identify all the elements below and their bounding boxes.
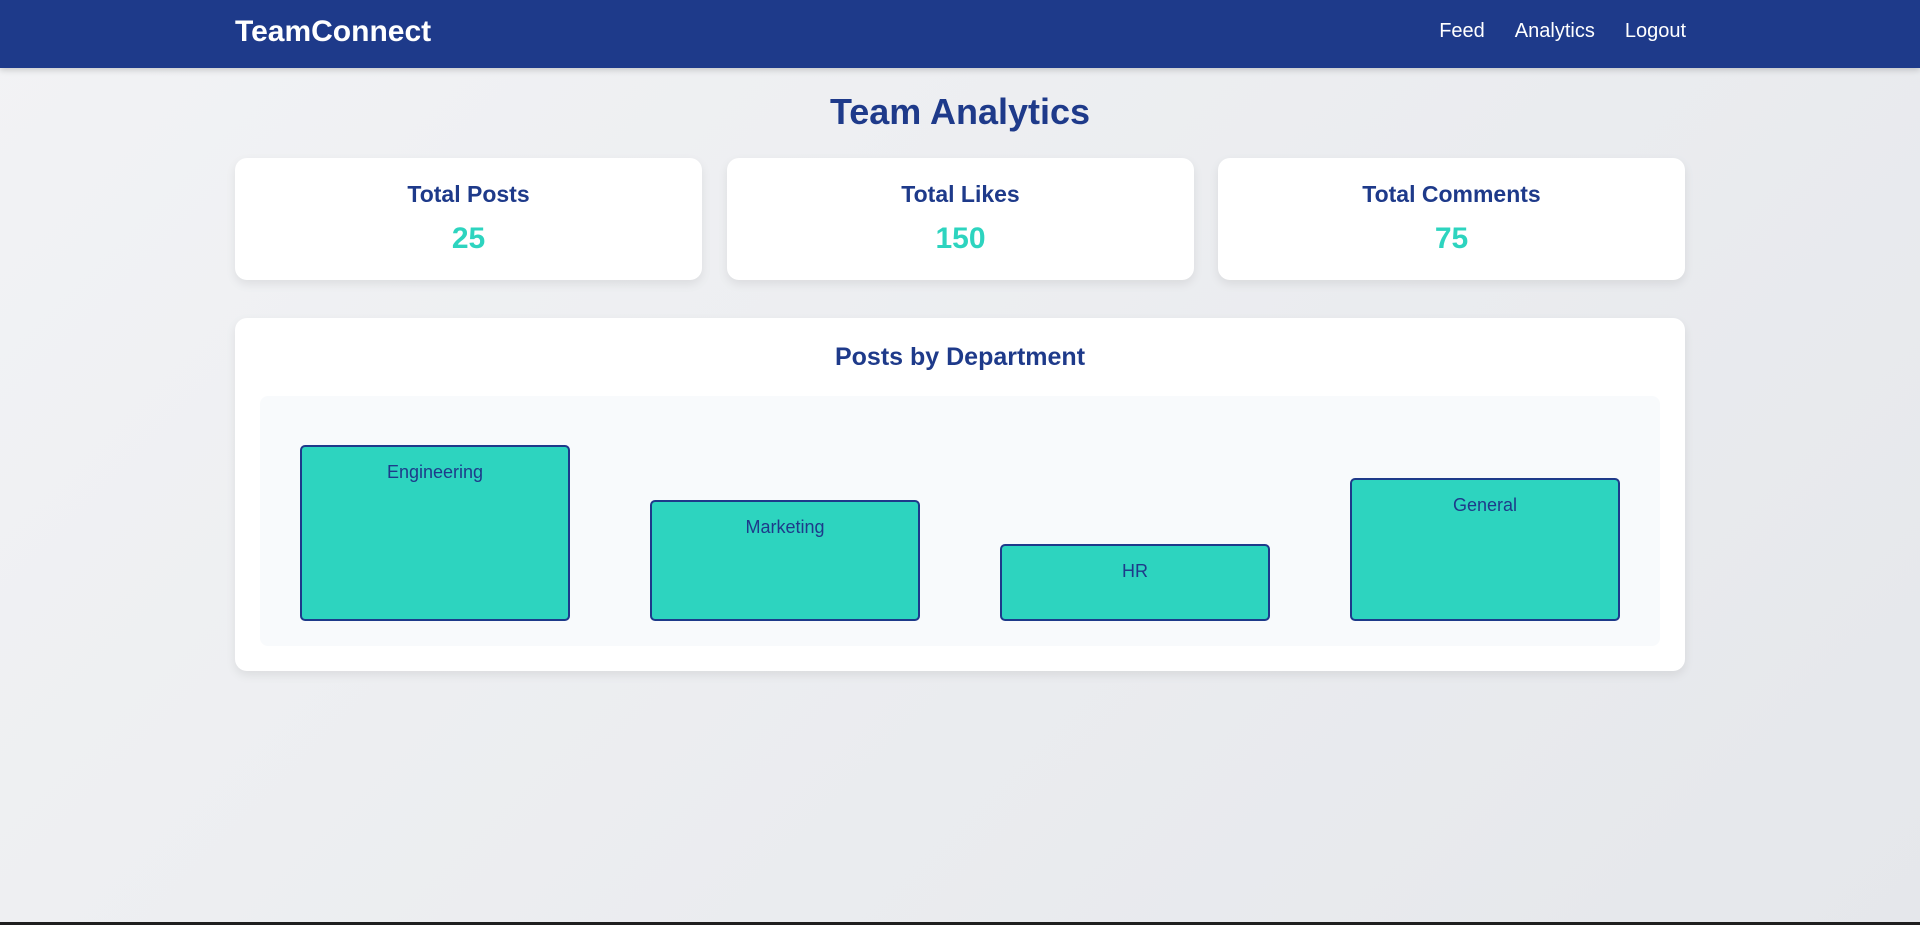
bar-engineering[interactable]: Engineering — [300, 445, 570, 621]
stat-value: 25 — [451, 222, 486, 255]
nav-link-analytics[interactable]: Analytics — [1514, 20, 1595, 42]
chart-card-posts-by-department: Posts by Department Engineering Marketing… — [235, 318, 1685, 671]
nav-link-feed[interactable]: Feed — [1439, 20, 1485, 42]
stat-label: Total Comments — [1362, 181, 1541, 207]
brand-logo[interactable]: TeamConnect — [235, 15, 432, 48]
stat-value: 75 — [1434, 222, 1469, 255]
nav-link-logout[interactable]: Logout — [1624, 20, 1686, 42]
bar-label: HR — [1122, 561, 1148, 581]
page-title: Team Analytics — [829, 91, 1091, 132]
stat-label: Total Likes — [901, 181, 1020, 207]
nav-links: Feed Analytics Logout — [1439, 19, 1686, 43]
top-navbar: TeamConnect Feed Analytics Logout — [0, 0, 1920, 68]
chart-title: Posts by Department — [834, 343, 1086, 371]
bar-chart-area: Engineering Marketing HR General — [260, 396, 1660, 646]
stat-label: Total Posts — [407, 181, 530, 207]
bar-hr[interactable]: HR — [1000, 544, 1270, 621]
bar-marketing[interactable]: Marketing — [650, 500, 920, 621]
bar-general[interactable]: General — [1350, 478, 1620, 621]
bar-label: Engineering — [386, 462, 484, 482]
stat-card-total-comments: Total Comments 75 — [1218, 158, 1685, 280]
stat-card-total-likes: Total Likes 150 — [727, 158, 1194, 280]
bar-label: Marketing — [745, 517, 825, 537]
stat-card-total-posts: Total Posts 25 — [235, 158, 702, 280]
stat-value: 150 — [935, 222, 986, 255]
bottom-border — [0, 922, 1920, 925]
bar-label: General — [1452, 495, 1518, 515]
